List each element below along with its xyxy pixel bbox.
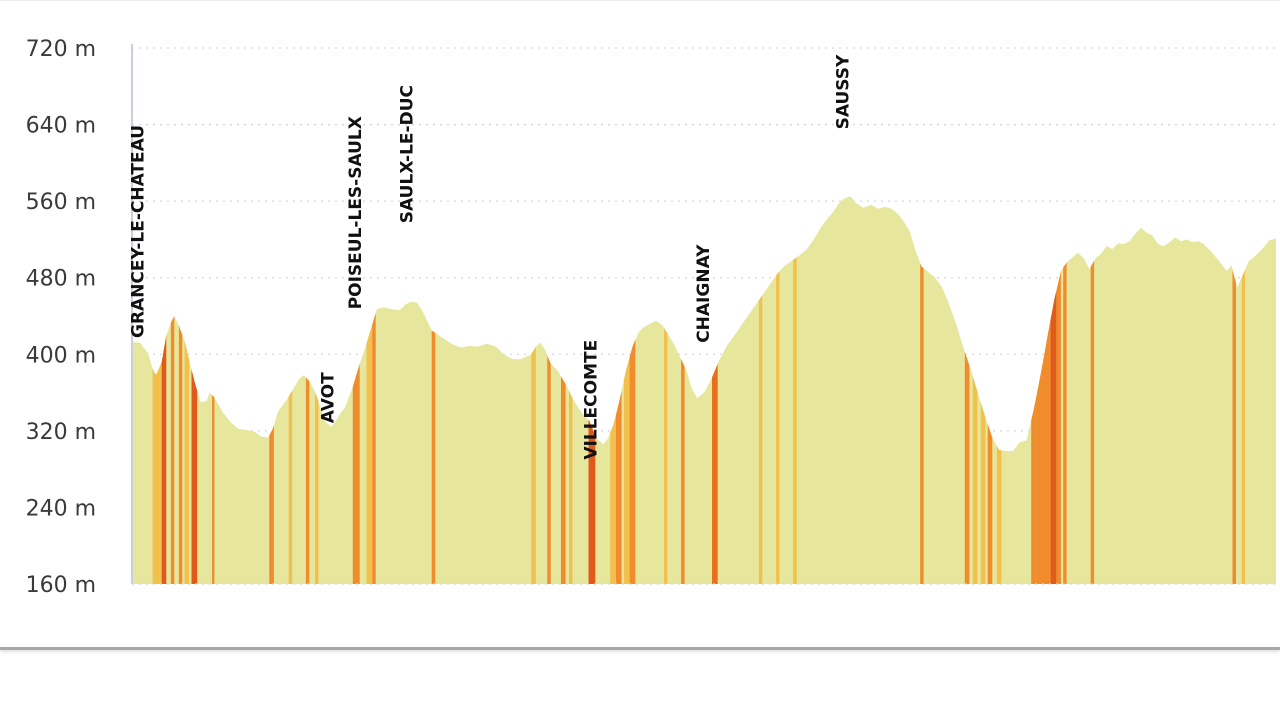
gradient-band <box>1031 393 1037 584</box>
gradient-band <box>161 335 167 584</box>
gradient-band <box>629 339 636 584</box>
gradient-band <box>964 352 970 584</box>
gradient-band <box>610 415 616 584</box>
y-tick-label: 320 m <box>26 420 96 445</box>
gradient-band <box>980 402 986 584</box>
gradient-band <box>615 390 622 584</box>
gradient-band <box>920 263 924 584</box>
y-tick-label: 480 m <box>26 267 96 292</box>
place-label: GRANCEY-LE-CHATEAU <box>129 125 149 338</box>
gradient-band <box>352 363 360 584</box>
gradient-band <box>996 445 1002 584</box>
gradient-band <box>569 390 573 584</box>
gradient-band <box>269 425 274 584</box>
gradient-band <box>1036 319 1051 584</box>
gradient-band <box>1050 290 1057 584</box>
gradient-band <box>588 420 596 584</box>
y-tick-label: 160 m <box>26 573 96 598</box>
elevation-profile-card: 720 m 640 m 560 m 480 m 400 m 320 m 240 m 160 m… <box>0 0 1280 650</box>
elevation-profile-chart: 720 m 640 m 560 m 480 m 400 m 320 m 240 m 160 m… <box>26 37 1276 598</box>
gradient-band <box>152 361 162 584</box>
gradient-band <box>531 346 536 584</box>
gradient-band <box>987 424 993 584</box>
gradient-band <box>1090 260 1095 584</box>
gradient-band <box>212 395 215 584</box>
gradient-band <box>681 359 685 584</box>
place-label: SAULX-LE-DUC <box>398 85 418 223</box>
y-tick-label: 400 m <box>26 343 96 368</box>
gradient-band <box>178 325 183 584</box>
gradient-band <box>305 377 310 584</box>
gradient-band <box>288 390 293 584</box>
place-label: VILLECOMTE <box>582 340 602 460</box>
gradient-band <box>547 355 551 584</box>
gradient-band <box>431 330 436 584</box>
place-label: CHAIGNAY <box>694 244 714 343</box>
y-tick-label: 720 m <box>26 37 96 62</box>
gradient-band <box>972 376 978 584</box>
gradient-bands-layer <box>152 257 1246 584</box>
gradient-band <box>664 328 668 584</box>
gradient-band <box>793 257 797 584</box>
gradient-band <box>1056 271 1061 584</box>
gradient-band <box>758 295 763 584</box>
gradient-band <box>1241 269 1246 584</box>
gradient-band <box>712 363 718 584</box>
gradient-band <box>372 313 376 584</box>
y-axis: 720 m 640 m 560 m 480 m 400 m 320 m 240 m 160 m <box>26 37 1276 598</box>
place-label: AVOT <box>319 372 339 423</box>
gradient-band <box>1232 269 1236 584</box>
gradient-band <box>315 391 319 584</box>
y-tick-label: 240 m <box>26 496 96 521</box>
gradient-band <box>366 324 373 584</box>
gradient-band <box>170 316 175 584</box>
gradient-band <box>561 376 566 584</box>
place-label: SAUSSY <box>833 54 853 129</box>
gradient-band <box>1063 262 1067 584</box>
place-labels: GRANCEY-LE-CHATEAU AVOT POISEUL-LES-SAULX S… <box>129 54 854 460</box>
gradient-band <box>184 340 190 584</box>
gradient-band <box>623 357 630 584</box>
gradient-band <box>191 369 198 584</box>
y-tick-label: 560 m <box>26 190 96 215</box>
place-label: POISEUL-LES-SAULX <box>346 116 366 309</box>
y-tick-label: 640 m <box>26 114 96 139</box>
gradient-band <box>776 271 780 584</box>
